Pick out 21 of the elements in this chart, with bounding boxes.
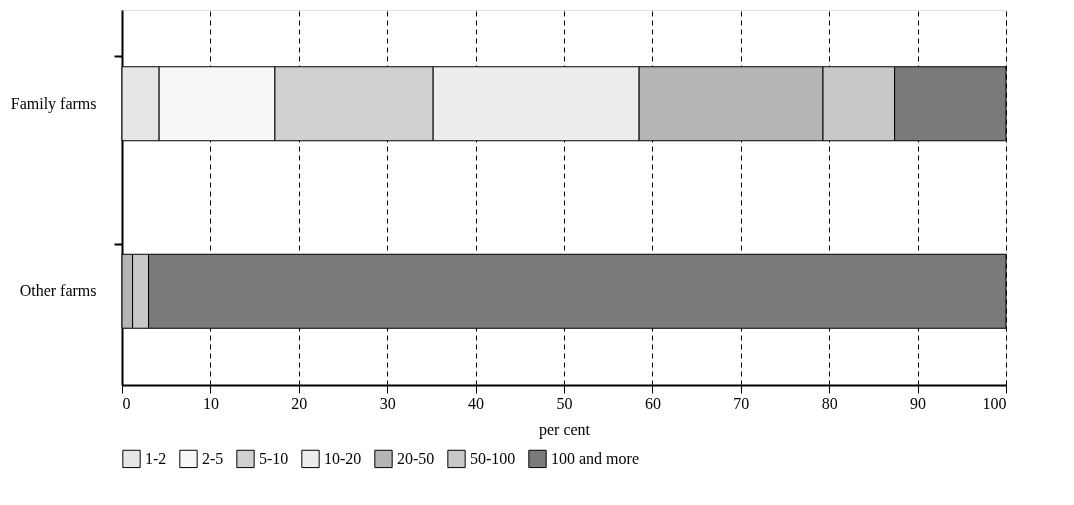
- x-tick-label: 0: [122, 394, 131, 412]
- x-axis-title: per cent: [538, 420, 591, 439]
- y-tick-label: Family farms: [10, 94, 97, 113]
- legend-label: 5-10: [259, 449, 289, 467]
- legend-label: 2-5: [202, 449, 224, 467]
- x-tick-label: 60: [644, 394, 661, 412]
- x-tick-label: 100: [982, 394, 1007, 412]
- x-tick-label: 10: [202, 394, 219, 412]
- x-tick-label: 50: [556, 394, 573, 412]
- y-tick-label: Other farms: [19, 282, 97, 300]
- x-tick-label: 40: [468, 394, 485, 412]
- legend-label: 20-50: [397, 449, 435, 467]
- legend-label: 100 and more: [551, 449, 639, 467]
- x-tick-label: 90: [910, 394, 927, 412]
- legend-label: 1-2: [145, 449, 167, 467]
- x-tick-label: 80: [821, 394, 838, 412]
- x-tick-label: 20: [291, 394, 308, 412]
- x-tick-label: 30: [379, 394, 396, 412]
- legend-label: 10-20: [324, 449, 362, 467]
- x-tick-label: 70: [733, 394, 750, 412]
- legend-label: 50-100: [470, 449, 516, 467]
